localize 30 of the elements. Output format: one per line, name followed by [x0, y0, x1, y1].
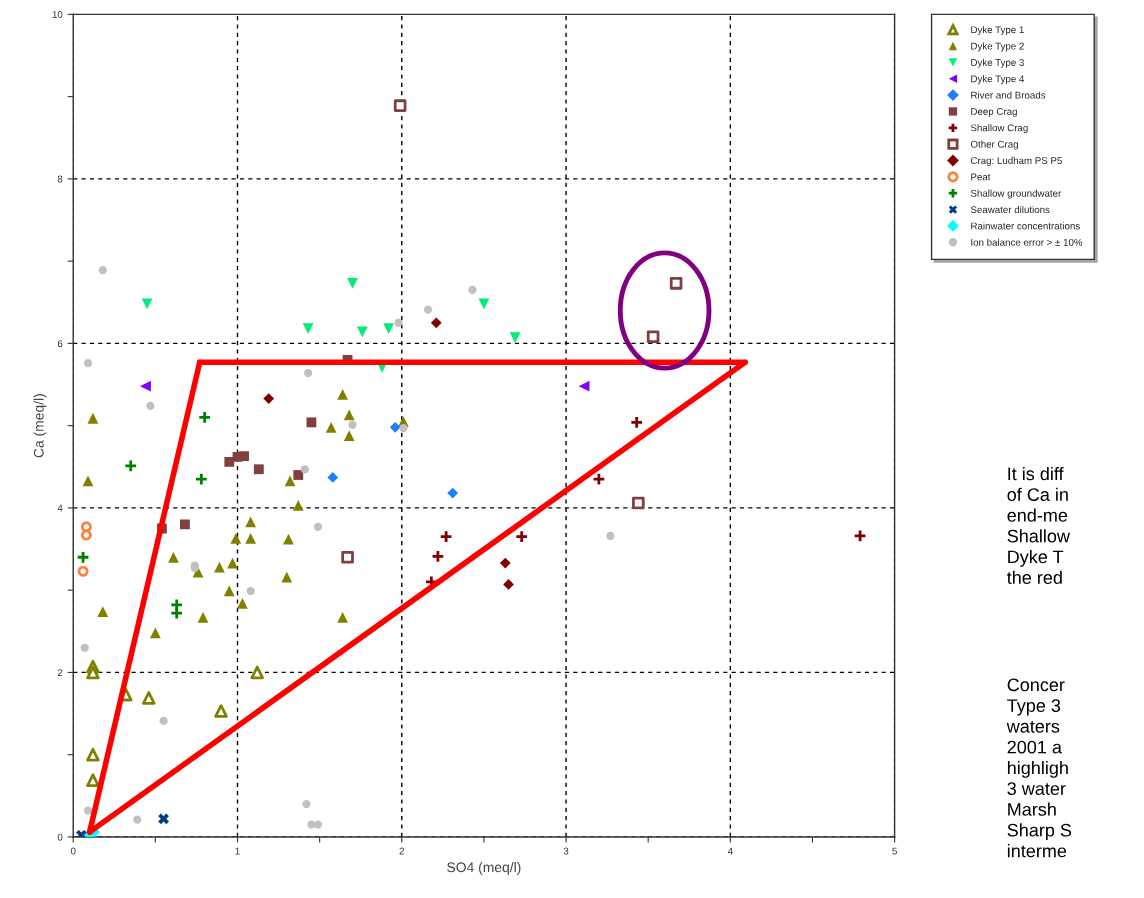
legend-label: Shallow Crag [970, 124, 1028, 134]
legend-label: Dyke Type 2 [971, 42, 1024, 52]
legend-label: Peat [971, 173, 991, 181]
x-axis-title: SO4 (meq/l) [447, 861, 521, 875]
x-tick-label: 4 [727, 847, 733, 855]
y-axis-title: Ca (meq/l) [33, 394, 47, 458]
legend-label: Seawater dilutions [970, 205, 1050, 214]
legend-label: Other Crag [970, 140, 1018, 150]
x-tick-label: 3 [563, 847, 569, 855]
legend-label: River and Broads [971, 91, 1046, 99]
y-tick-label: 0 [57, 833, 63, 841]
x-tick-label: 2 [399, 847, 404, 855]
y-tick-label: 6 [57, 340, 63, 348]
legend-label: Rainwater concentrations [971, 222, 1080, 230]
legend-label: Crag: Ludham PS P5 [970, 156, 1062, 166]
legend-label: Dyke Type 4 [971, 75, 1025, 85]
text: Concer Type 3 waters 2001 a highligh 3 water Marsh Sharp S interme [1006, 678, 1072, 858]
y-tick-label: 8 [57, 175, 63, 183]
y-tick-label: 2 [57, 669, 63, 676]
legend-label: Dyke Type 1 [971, 26, 1024, 36]
legend-label: Ion balance error > ± 10% [971, 238, 1083, 246]
x-tick-label: 1 [235, 847, 240, 855]
text: It is diff of Ca in end-me Shallow Dyke T the red [1006, 466, 1070, 585]
y-tick-label: 4 [57, 504, 63, 512]
legend-label: Dyke Type 3 [971, 58, 1024, 68]
y-tick-label: 10 [52, 11, 63, 18]
x-tick-label: 5 [892, 847, 897, 855]
legend-label: Shallow groundwater [970, 189, 1062, 199]
legend-label: Deep Crag [971, 108, 1017, 117]
x-tick-label: 0 [70, 847, 76, 855]
